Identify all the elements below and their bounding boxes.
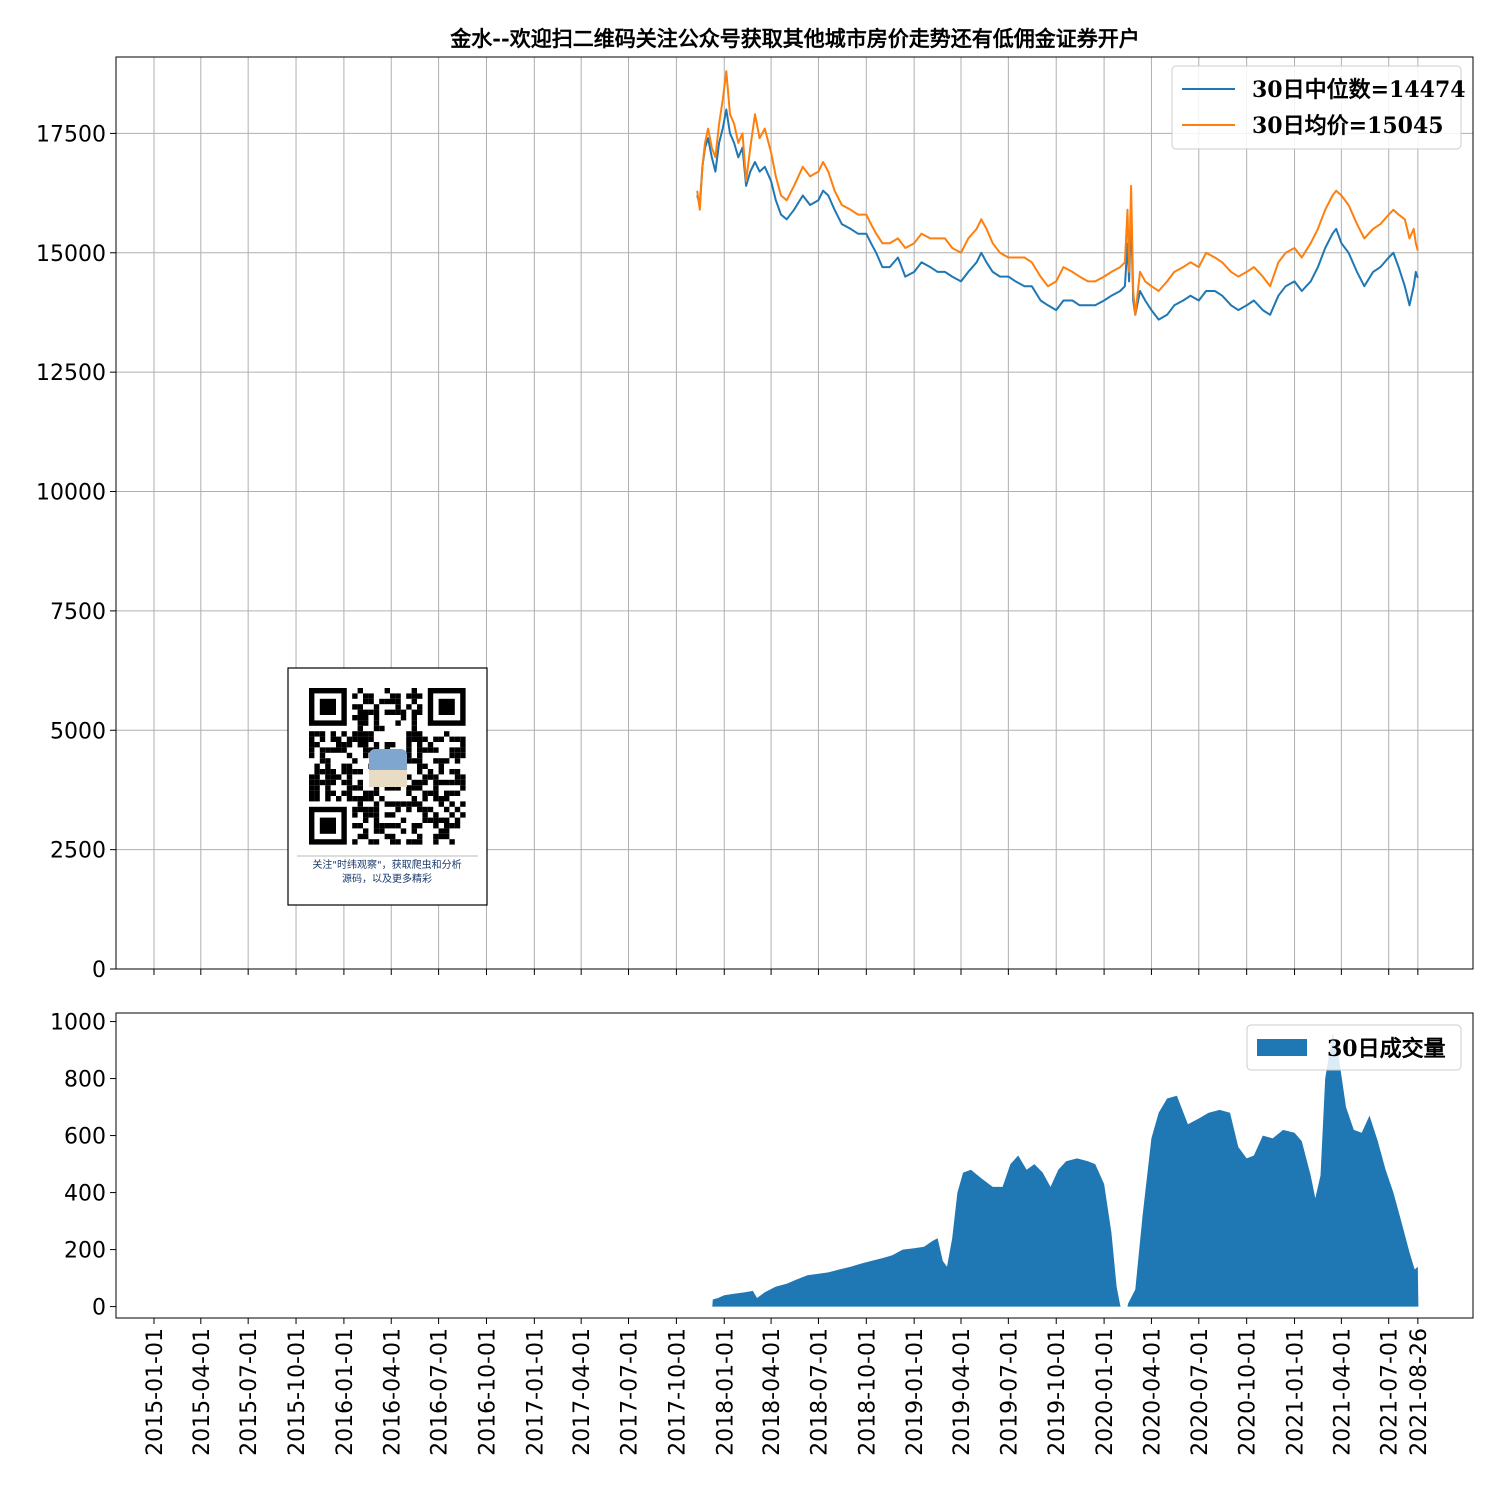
legend-swatch-volume <box>1257 1039 1307 1056</box>
bottom-xtick-label-3: 2015-10-01 <box>285 1328 310 1456</box>
bottom-xtick-label-13: 2018-04-01 <box>760 1328 785 1456</box>
bottom-series-area <box>712 1033 1419 1307</box>
top-ytick-label-3: 7500 <box>50 600 106 625</box>
bottom-xtick-label-12: 2018-01-01 <box>713 1328 738 1456</box>
bottom-xtick-label-2: 2015-07-01 <box>237 1328 262 1456</box>
bottom-xtick-label-14: 2018-07-01 <box>807 1328 832 1456</box>
top-ytick-label-1: 2500 <box>50 839 106 864</box>
legend-label-mean: 30日均价=15045 <box>1252 113 1444 139</box>
top-ytick-label-5: 12500 <box>36 361 106 386</box>
bottom-y-axis: 0 200 400 600 800 1000 <box>50 1011 116 1321</box>
bottom-xtick-label-10: 2017-07-01 <box>618 1328 643 1456</box>
bottom-ytick-label-5: 1000 <box>50 1011 106 1036</box>
bottom-xtick-label-15: 2018-10-01 <box>855 1328 880 1456</box>
bottom-ytick-label-1: 200 <box>64 1239 106 1264</box>
top-legend-box <box>1171 65 1462 150</box>
bottom-x-axis: 2015-01-01 2015-04-01 2015-07-01 2015-10-01… <box>143 1318 1432 1456</box>
bottom-xtick-label-9: 2017-04-01 <box>570 1328 595 1456</box>
qr-card: 关注"时纬观察"，获取爬虫和分析 源码，以及更多精彩 <box>287 667 488 906</box>
bottom-xtick-label-19: 2019-10-01 <box>1045 1328 1070 1456</box>
qr-caption-line2: 源码，以及更多精彩 <box>342 872 432 885</box>
bottom-ytick-label-4: 800 <box>64 1068 106 1093</box>
bottom-xtick-label-6: 2016-07-01 <box>428 1328 453 1456</box>
bottom-xtick-label-27: 2021-08-26 <box>1407 1328 1432 1456</box>
bottom-xtick-label-25: 2021-04-01 <box>1330 1328 1355 1456</box>
legend-label-volume: 30日成交量 <box>1327 1036 1446 1062</box>
top-plot-frame <box>115 56 1474 970</box>
bottom-xtick-label-4: 2016-01-01 <box>333 1328 358 1456</box>
bottom-legend-box <box>1246 1024 1462 1071</box>
bottom-xtick-label-0: 2015-01-01 <box>143 1328 168 1456</box>
bottom-plot-frame <box>115 1012 1474 1319</box>
top-ytick-label-2: 5000 <box>50 719 106 744</box>
bottom-xtick-label-17: 2019-04-01 <box>950 1328 975 1456</box>
bottom-xtick-label-16: 2019-01-01 <box>903 1328 928 1456</box>
bottom-xtick-label-1: 2015-04-01 <box>190 1328 215 1456</box>
bottom-xtick-label-20: 2020-01-01 <box>1093 1328 1118 1456</box>
bottom-ytick-label-2: 400 <box>64 1182 106 1207</box>
series-line-mean <box>696 70 1419 316</box>
top-ytick-label-6: 15000 <box>36 242 106 267</box>
top-series-lines <box>696 70 1419 321</box>
bottom-xtick-label-5: 2016-04-01 <box>380 1328 405 1456</box>
bottom-ytick-label-3: 600 <box>64 1125 106 1150</box>
bottom-xtick-label-21: 2020-04-01 <box>1140 1328 1165 1456</box>
top-legend: 30日中位数=14474 30日均价=15045 <box>1171 65 1466 150</box>
series-line-median <box>696 108 1419 321</box>
qr-caption-line1: 关注"时纬观察"，获取爬虫和分析 <box>312 858 461 871</box>
top-x-axis-ticks <box>153 969 1419 975</box>
bottom-legend: 30日成交量 <box>1246 1024 1462 1071</box>
volume-area <box>712 1033 1419 1307</box>
top-ytick-label-7: 17500 <box>36 122 106 147</box>
bottom-xtick-label-7: 2016-10-01 <box>476 1328 501 1456</box>
legend-label-median: 30日中位数=14474 <box>1252 77 1466 103</box>
bottom-xtick-label-26: 2021-07-01 <box>1378 1328 1403 1456</box>
bottom-xtick-label-23: 2020-10-01 <box>1236 1328 1261 1456</box>
chart-title: 金水--欢迎扫二维码关注公众号获取其他城市房价走势还有低佣金证券开户 <box>449 26 1139 51</box>
top-y-axis: 0 2500 5000 7500 10000 12500 15000 17500 <box>36 122 116 983</box>
bottom-xtick-label-18: 2019-07-01 <box>997 1328 1022 1456</box>
bottom-xtick-label-24: 2021-01-01 <box>1284 1328 1309 1456</box>
top-ytick-label-0: 0 <box>92 958 106 983</box>
bottom-ytick-label-0: 0 <box>92 1296 106 1321</box>
top-ytick-label-4: 10000 <box>36 481 106 506</box>
bottom-xtick-label-22: 2020-07-01 <box>1188 1328 1213 1456</box>
bottom-xtick-label-8: 2017-01-01 <box>523 1328 548 1456</box>
bottom-xtick-label-11: 2017-10-01 <box>665 1328 690 1456</box>
